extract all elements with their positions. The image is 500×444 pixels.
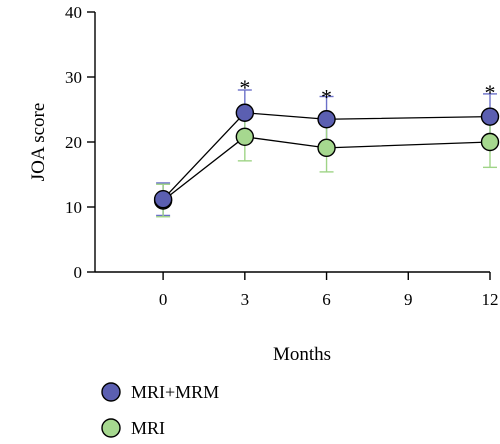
data-point-series0-0 — [153, 189, 173, 209]
y-tick-label-3: 30 — [65, 68, 82, 87]
significance-annotations: * * * — [239, 75, 495, 110]
legend-marker-0 — [101, 382, 121, 402]
series-line-0 — [162, 112, 491, 200]
y-tick-label-1: 10 — [65, 198, 82, 217]
data-point-series1-3 — [480, 132, 500, 152]
significance-star-0: * — [239, 75, 250, 100]
x-tick-label-2: 6 — [322, 290, 331, 309]
y-tick-label-4: 40 — [65, 3, 82, 22]
y-tick-label-2: 20 — [65, 133, 82, 152]
significance-star-1: * — [321, 85, 332, 110]
series-line-1 — [162, 136, 491, 202]
y-tick-label-0: 0 — [74, 263, 83, 282]
legend-label-0: MRI+MRM — [131, 382, 219, 402]
significance-star-2: * — [485, 80, 496, 105]
x-axis-title: Months — [273, 344, 331, 365]
legend-marker-1 — [101, 418, 121, 438]
data-point-series1-1 — [235, 127, 255, 147]
data-point-series0-3 — [480, 107, 500, 126]
x-tick-label-4: 12 — [482, 290, 499, 309]
x-tick-label-3: 9 — [404, 290, 413, 309]
series-lines — [162, 112, 491, 202]
data-point-series0-2 — [317, 110, 336, 129]
series-points — [153, 103, 500, 210]
y-ticks: 0 10 20 30 40 — [65, 3, 95, 282]
x-ticks: 0 3 6 9 12 — [159, 272, 499, 309]
x-tick-label-1: 3 — [241, 290, 250, 309]
legend-label-1: MRI — [131, 418, 165, 438]
data-point-series0-1 — [235, 103, 255, 122]
y-axis-title: JOA score — [28, 103, 49, 182]
legend: MRI+MRM MRI — [101, 382, 219, 438]
data-point-series1-2 — [317, 138, 336, 158]
x-tick-label-0: 0 — [159, 290, 168, 309]
